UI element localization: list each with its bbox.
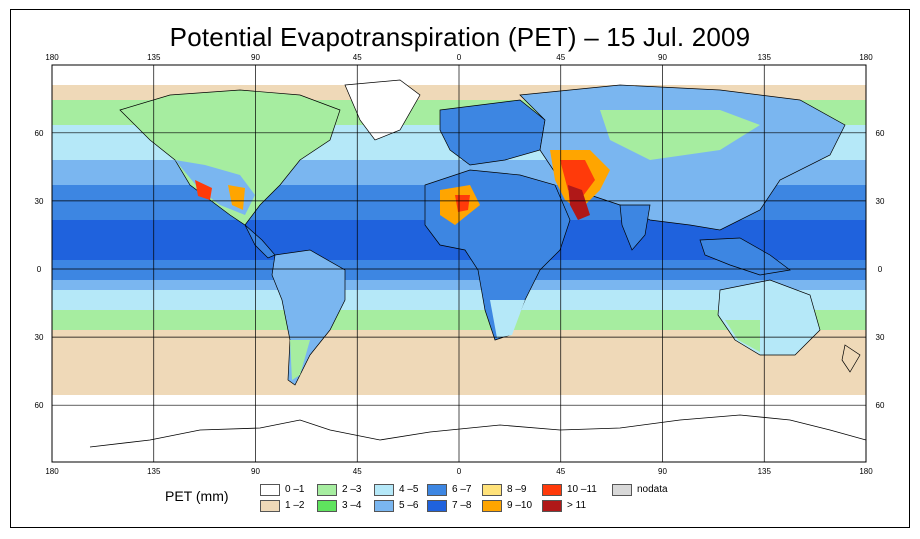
north-america bbox=[119, 89, 341, 226]
legend-swatch bbox=[260, 484, 280, 496]
mexico-hotspot bbox=[228, 185, 245, 210]
lon-tick-label-bottom: 45 bbox=[353, 467, 362, 476]
legend-label: 3 –4 bbox=[342, 500, 362, 511]
legend-swatch bbox=[374, 500, 394, 512]
greenland bbox=[344, 79, 421, 141]
lat-tick-label-left: 60 bbox=[35, 401, 44, 410]
asia bbox=[519, 84, 846, 231]
legend-label: nodata bbox=[637, 484, 668, 495]
lon-tick-label-top: 180 bbox=[45, 53, 59, 62]
lon-tick-label-bottom: 0 bbox=[457, 467, 462, 476]
lon-tick-label-top: 180 bbox=[859, 53, 873, 62]
legend-title: PET (mm) bbox=[165, 488, 229, 504]
legend-label: 10 –11 bbox=[567, 484, 597, 495]
legend-label: 1 –2 bbox=[285, 500, 305, 511]
lon-tick-label-top: 90 bbox=[658, 53, 667, 62]
new-zealand bbox=[841, 344, 861, 373]
axis-ticks: 180 180 135 135 90 90 45 45 0 0 45 45 90 90 135 135 180 1… bbox=[35, 53, 885, 476]
lat-tick-label-left: 0 bbox=[37, 265, 42, 274]
legend-swatch bbox=[427, 500, 447, 512]
legend-swatch bbox=[482, 484, 502, 496]
legend-swatch bbox=[612, 484, 632, 496]
lon-tick-label-bottom: 45 bbox=[556, 467, 565, 476]
lat-tick-label-right: 30 bbox=[876, 197, 885, 206]
lat-tick-label-right: 60 bbox=[876, 401, 885, 410]
antarctica-coast bbox=[89, 414, 866, 448]
legend-swatch bbox=[427, 484, 447, 496]
legend-label: 7 –8 bbox=[452, 500, 472, 511]
legend-swatch bbox=[260, 500, 280, 512]
legend-swatch bbox=[542, 500, 562, 512]
indonesia bbox=[699, 237, 791, 276]
legend-label: 4 –5 bbox=[399, 484, 419, 495]
south-america bbox=[271, 249, 346, 386]
legend-swatch bbox=[317, 500, 337, 512]
legend-label: 9 –10 bbox=[507, 500, 533, 511]
legend-label: 2 –3 bbox=[342, 484, 362, 495]
legend-label: > 11 bbox=[567, 500, 586, 511]
lon-tick-label-bottom: 180 bbox=[45, 467, 59, 476]
lon-tick-label-bottom: 90 bbox=[251, 467, 260, 476]
graticule bbox=[52, 65, 866, 462]
siberia bbox=[600, 110, 760, 160]
lat-tick-label-left: 60 bbox=[35, 129, 44, 138]
lon-tick-label-bottom: 90 bbox=[658, 467, 667, 476]
arabia-extreme bbox=[568, 185, 590, 220]
lon-tick-label-top: 90 bbox=[251, 53, 260, 62]
legend-swatch bbox=[317, 484, 337, 496]
sw-us-hotspot bbox=[195, 180, 212, 200]
lat-tick-label-left: 30 bbox=[35, 197, 44, 206]
legend-swatch bbox=[374, 484, 394, 496]
central-america bbox=[244, 224, 276, 259]
lon-tick-label-top: 135 bbox=[147, 53, 161, 62]
lon-tick-label-top: 135 bbox=[758, 53, 772, 62]
legend-label: 6 –7 bbox=[452, 484, 472, 495]
lat-tick-label-right: 30 bbox=[876, 333, 885, 342]
figure-frame bbox=[10, 9, 910, 528]
legend-swatch bbox=[482, 500, 502, 512]
lon-tick-label-bottom: 135 bbox=[147, 467, 161, 476]
lon-tick-label-top: 45 bbox=[353, 53, 362, 62]
lon-tick-label-top: 0 bbox=[457, 53, 462, 62]
south-africa bbox=[490, 300, 525, 338]
australia-south bbox=[725, 320, 760, 352]
india bbox=[619, 204, 651, 251]
legend-swatch bbox=[542, 484, 562, 496]
map-title: Potential Evapotranspiration (PET) – 15 … bbox=[169, 22, 751, 52]
lon-tick-label-top: 45 bbox=[556, 53, 565, 62]
lat-tick-label-right: 0 bbox=[878, 265, 883, 274]
lat-tick-label-right: 60 bbox=[876, 129, 885, 138]
south-america-south bbox=[290, 340, 310, 380]
legend-label: 5 –6 bbox=[399, 500, 419, 511]
legend-label: 0 –1 bbox=[285, 484, 305, 495]
lat-tick-label-left: 30 bbox=[35, 333, 44, 342]
lon-tick-label-bottom: 135 bbox=[758, 467, 772, 476]
lon-tick-label-bottom: 180 bbox=[859, 467, 873, 476]
legend-label: 8 –9 bbox=[507, 484, 527, 495]
